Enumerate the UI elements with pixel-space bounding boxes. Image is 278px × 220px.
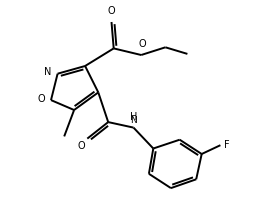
Text: N: N <box>130 116 137 125</box>
Text: O: O <box>138 39 146 49</box>
Text: F: F <box>224 140 230 150</box>
Text: O: O <box>78 141 86 151</box>
Text: N: N <box>44 67 51 77</box>
Text: H: H <box>130 112 138 122</box>
Text: O: O <box>108 6 115 16</box>
Text: O: O <box>37 94 45 104</box>
